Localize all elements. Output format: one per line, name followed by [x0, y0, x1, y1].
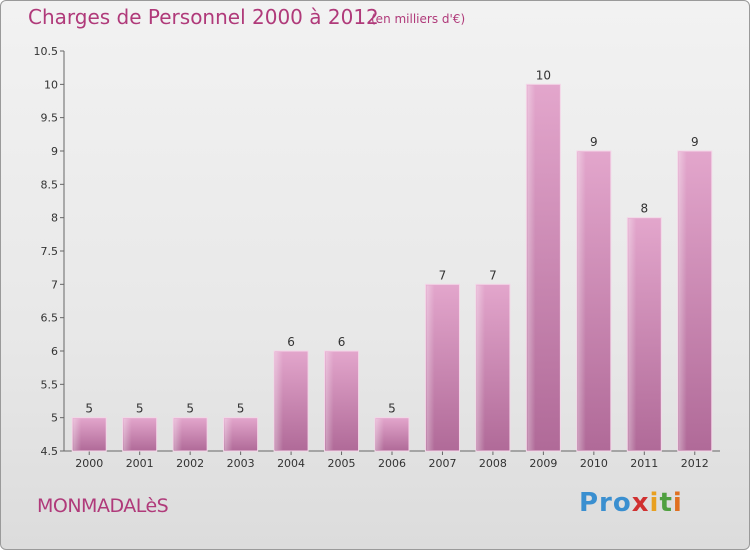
bar-highlight: [426, 285, 435, 450]
x-tick-label: 2011: [630, 457, 658, 470]
proxiti-logo[interactable]: Proxiti: [579, 488, 683, 518]
data-label: 7: [489, 268, 497, 282]
x-tick-label: 2006: [378, 457, 406, 470]
bar-highlight: [325, 352, 334, 450]
x-tick-label: 2004: [277, 457, 305, 470]
data-label: 5: [85, 402, 93, 416]
logo-part: x: [631, 488, 650, 518]
x-tick-label: 2008: [479, 457, 507, 470]
y-tick-label: 6.5: [41, 312, 59, 325]
y-tick-label: 8.5: [41, 178, 59, 191]
x-tick-label: 2012: [681, 457, 709, 470]
data-label: 9: [691, 135, 699, 149]
y-tick-label: 7.5: [41, 245, 59, 258]
bar-highlight: [476, 285, 485, 450]
logo-part: Pro: [579, 488, 632, 518]
bar-highlight: [224, 418, 233, 450]
bar-highlight: [376, 418, 384, 450]
x-tick-label: 2009: [529, 457, 557, 470]
x-tick-label: 2007: [428, 457, 456, 470]
data-label: 5: [186, 402, 194, 416]
x-tick-label: 2003: [227, 457, 255, 470]
axes: 4.5 5 5.5 6 6.5 7 7.5 8 8.5 9 9.5 10 10.5 2000 2001 200…: [34, 45, 720, 470]
y-tick-label: 10: [44, 78, 58, 91]
bars: [71, 83, 713, 452]
chart-unit: (en milliers d'€): [371, 12, 466, 26]
data-label: 9: [590, 135, 598, 149]
data-label: 10: [536, 68, 551, 82]
bar-highlight: [527, 85, 536, 450]
y-tick-label: 5: [51, 412, 58, 425]
y-tick-label: 10.5: [34, 45, 59, 58]
bar-highlight: [628, 218, 637, 450]
chart-title: Charges de Personnel 2000 à 2012: [28, 5, 379, 29]
bar-highlight: [174, 418, 183, 450]
x-tick-label: 2010: [580, 457, 608, 470]
y-tick-label: 6: [51, 345, 58, 358]
y-tick-label: 9: [51, 145, 58, 158]
y-tick-label: 7: [51, 278, 58, 291]
bar-highlight: [275, 352, 284, 450]
y-tick-label: 8: [51, 212, 58, 225]
bar-highlight: [577, 152, 586, 450]
data-label: 6: [338, 335, 346, 349]
bar-highlight: [73, 418, 82, 450]
x-tick-label: 2002: [176, 457, 204, 470]
data-labels: 5 5 5 5 6 6 5 7 7 10 9 8 9: [85, 68, 698, 415]
logo-part: t: [659, 488, 673, 518]
commune-name: MONMADALèS: [37, 495, 169, 517]
data-label: 5: [388, 402, 396, 416]
y-tick-label: 9.5: [41, 112, 59, 125]
y-tick-label: 4.5: [41, 445, 59, 458]
bar-highlight: [678, 152, 687, 450]
data-label: 7: [439, 268, 447, 282]
logo-part: i: [649, 488, 660, 518]
bar-highlight: [123, 418, 132, 450]
data-label: 6: [287, 335, 295, 349]
data-label: 8: [640, 202, 648, 216]
x-tick-label: 2000: [75, 457, 103, 470]
x-tick-label: 2001: [126, 457, 154, 470]
x-tick-label: 2005: [328, 457, 356, 470]
data-label: 5: [237, 402, 245, 416]
data-label: 5: [136, 402, 144, 416]
logo-part: i: [672, 488, 683, 518]
y-tick-label: 5.5: [41, 378, 59, 391]
